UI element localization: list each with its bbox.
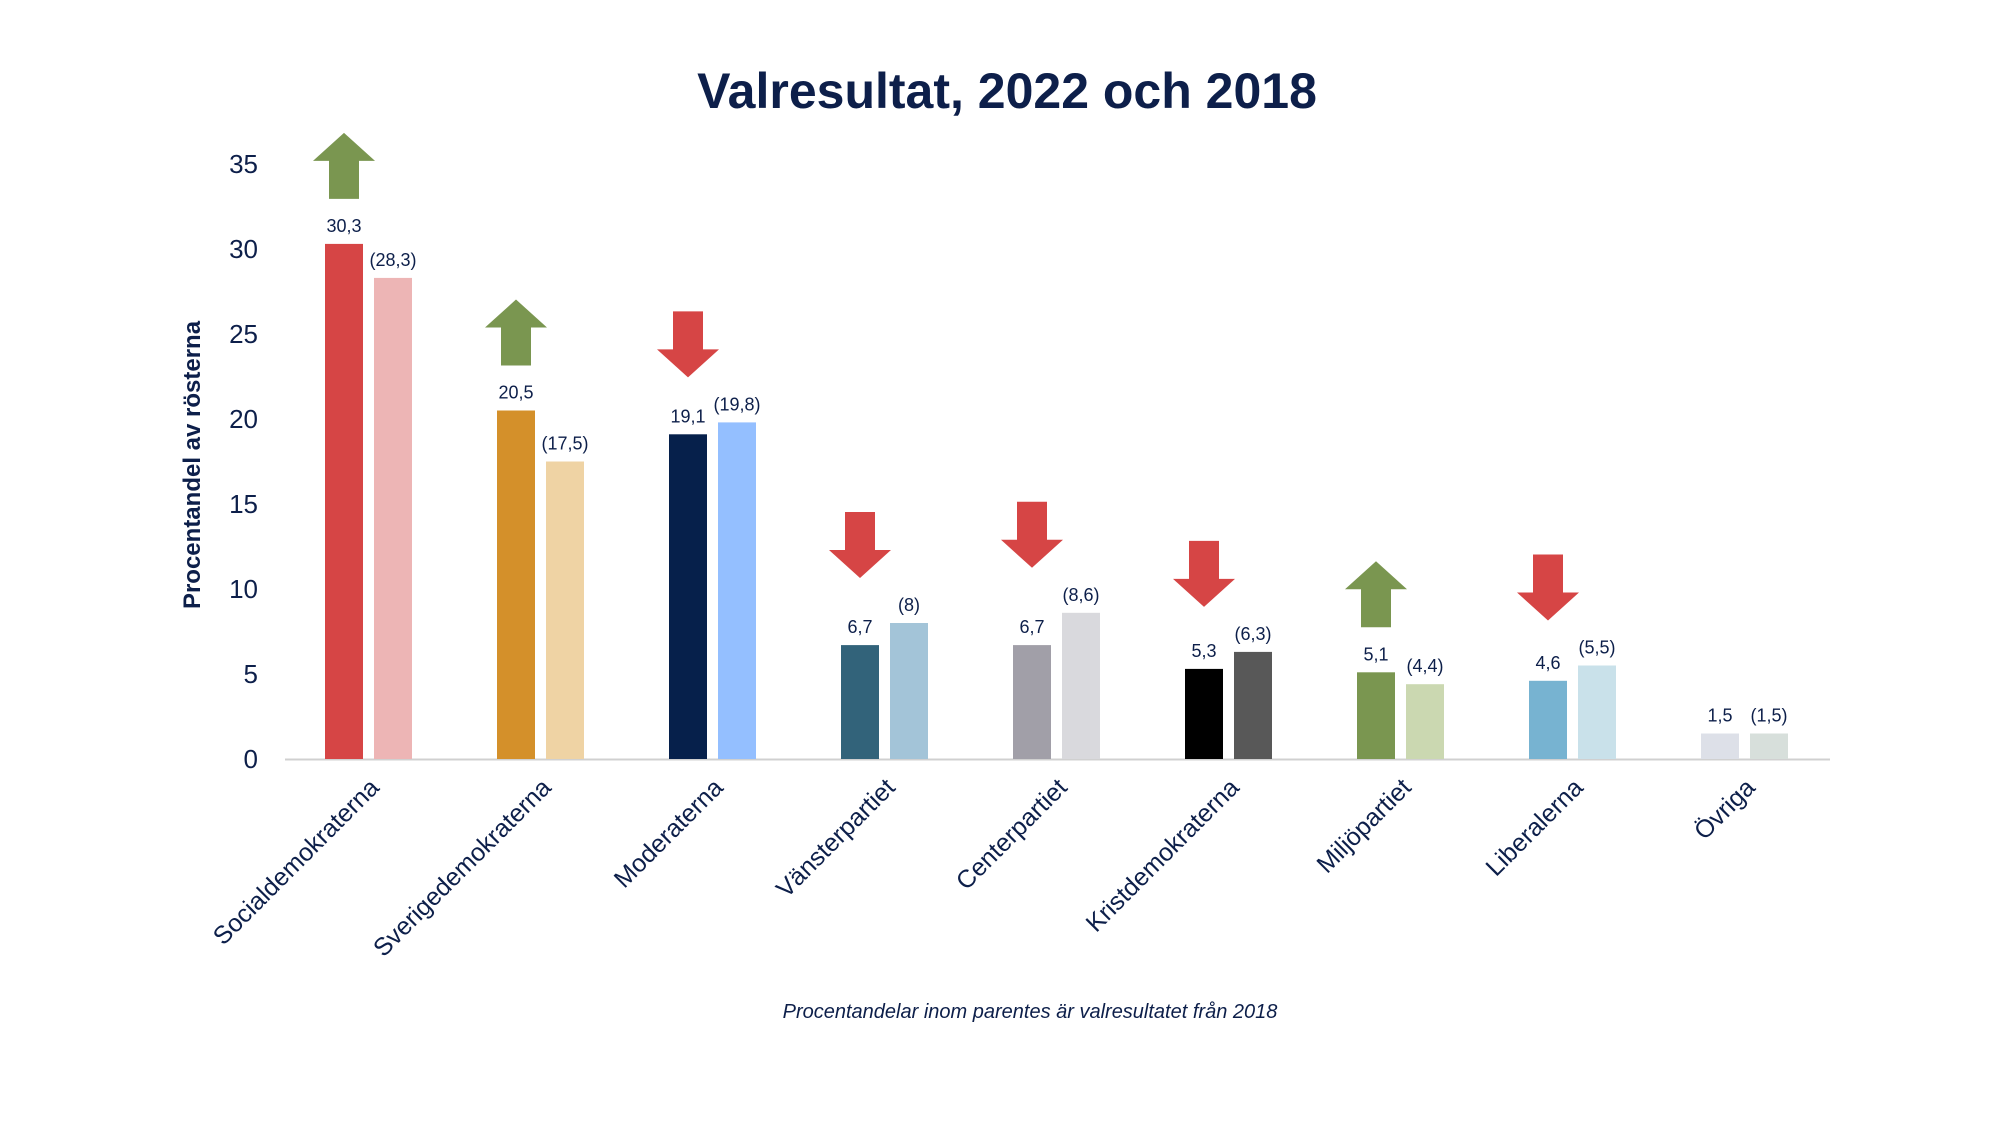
arrow-up-icon <box>485 299 547 366</box>
data-label: (4,4) <box>1406 656 1443 676</box>
bar-2018 <box>1578 665 1616 759</box>
bar-2022 <box>1357 672 1395 759</box>
data-label: (8) <box>898 595 920 615</box>
bar-2018 <box>374 277 412 759</box>
x-tick-label: Kristdemokraterna <box>1081 773 1245 937</box>
arrow-down-icon <box>1173 540 1235 607</box>
data-label: (19,8) <box>713 394 760 414</box>
data-label: (17,5) <box>541 434 588 454</box>
y-tick-label: 30 <box>229 234 258 264</box>
bars <box>325 243 1788 759</box>
x-tick-label: Centerpartiet <box>951 773 1073 895</box>
y-tick-label: 25 <box>229 319 258 349</box>
data-label: (8,6) <box>1062 585 1099 605</box>
bar-2018 <box>546 461 584 759</box>
arrow-down-icon <box>1517 554 1579 621</box>
data-label: (6,3) <box>1234 624 1271 644</box>
data-label: 19,1 <box>670 406 705 426</box>
data-label: 4,6 <box>1535 653 1560 673</box>
x-tick-label: Övriga <box>1689 773 1761 845</box>
data-label: (1,5) <box>1750 706 1787 726</box>
x-tick-label: Moderaterna <box>609 773 729 893</box>
bar-2022 <box>841 645 879 759</box>
data-label: 1,5 <box>1707 706 1732 726</box>
bar-2018 <box>890 623 928 759</box>
data-label: (28,3) <box>369 250 416 270</box>
bar-2022 <box>1185 668 1223 759</box>
bar-2022 <box>669 434 707 759</box>
data-label: 30,3 <box>326 216 361 236</box>
bar-2018 <box>1062 612 1100 759</box>
arrow-down-icon <box>1001 501 1063 568</box>
bar-2022 <box>497 410 535 759</box>
bar-2018 <box>1750 733 1788 759</box>
arrow-up-icon <box>313 132 375 199</box>
arrow-down-icon <box>829 512 891 578</box>
arrow-down-icon <box>657 311 719 378</box>
bar-2018 <box>1406 684 1444 759</box>
data-label: 20,5 <box>498 383 533 403</box>
data-label: 6,7 <box>1019 617 1044 637</box>
x-tick-label: Vänsterpartiet <box>771 773 901 903</box>
arrow-up-icon <box>1345 561 1407 628</box>
y-tick-label: 35 <box>229 149 258 179</box>
y-tick-label: 15 <box>229 489 258 519</box>
data-label: 5,1 <box>1363 644 1388 664</box>
bar-2022 <box>1529 680 1567 759</box>
data-label: 6,7 <box>847 617 872 637</box>
bar-2022 <box>325 243 363 759</box>
y-tick-label: 10 <box>229 574 258 604</box>
bar-2022 <box>1013 645 1051 759</box>
data-label: (5,5) <box>1578 638 1615 658</box>
y-axis: 0 5 10 15 20 25 30 35 <box>229 149 1830 774</box>
bar-2022 <box>1701 733 1739 759</box>
x-tick-label: Liberalerna <box>1480 773 1588 881</box>
chart-title: Valresultat, 2022 och 2018 <box>697 63 1317 119</box>
x-tick-label: Socialdemokraterna <box>208 773 385 950</box>
footnote: Procentandelar inom parentes är valresul… <box>783 1001 1278 1023</box>
y-axis-label: Procentandel av rösterna <box>179 320 206 609</box>
x-tick-label: Sverigedemokraterna <box>368 773 557 962</box>
y-tick-label: 5 <box>244 659 258 689</box>
y-tick-label: 20 <box>229 404 258 434</box>
x-tick-label: Miljöpartiet <box>1311 773 1416 878</box>
y-tick-label: 0 <box>244 744 258 774</box>
data-label: 5,3 <box>1191 641 1216 661</box>
change-arrows <box>313 132 1579 628</box>
bar-2018 <box>718 422 756 759</box>
bar-2018 <box>1234 651 1272 759</box>
data-labels: 30,3 (28,3) 20,5 (17,5) 19,1 (19,8) 6,7 (8) 6,7 (… <box>326 216 1787 726</box>
